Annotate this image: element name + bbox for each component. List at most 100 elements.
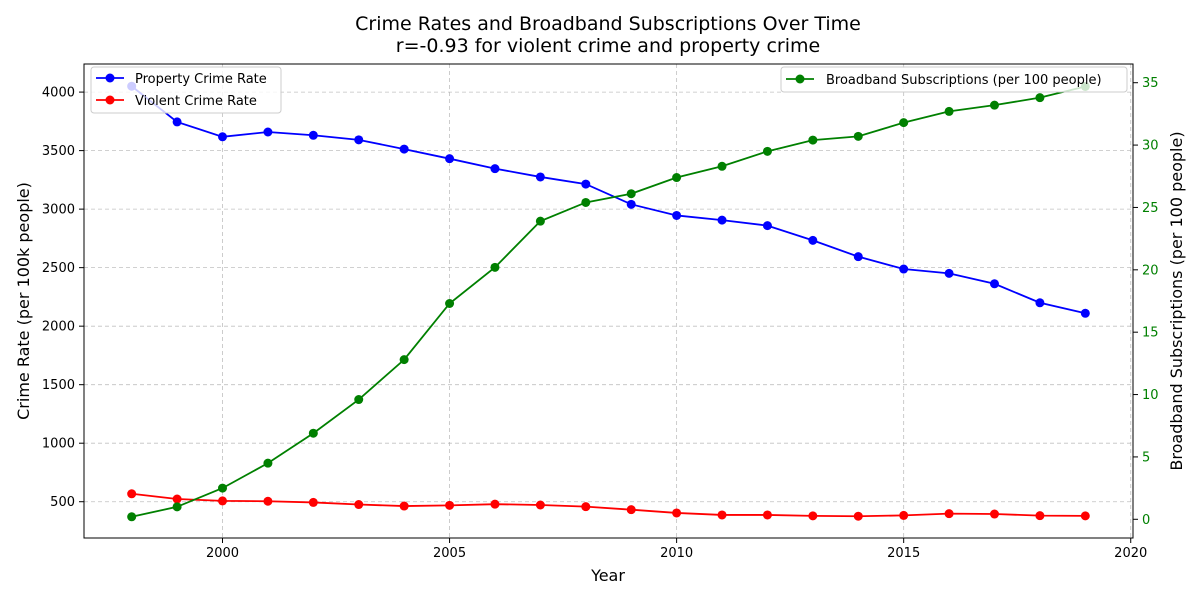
data-point xyxy=(263,127,273,137)
data-point xyxy=(535,500,545,510)
data-point xyxy=(445,154,455,164)
data-point xyxy=(535,172,545,182)
data-point xyxy=(1080,511,1090,521)
data-point xyxy=(218,496,228,506)
series-0 xyxy=(127,81,1090,318)
data-point xyxy=(672,210,682,220)
data-point xyxy=(1035,511,1045,521)
y-tick-label-left: 3500 xyxy=(42,144,75,159)
chart-subtitle: r=-0.93 for violent crime and property c… xyxy=(396,35,820,57)
data-point xyxy=(581,179,591,189)
x-tick-label: 2005 xyxy=(433,546,466,561)
data-point xyxy=(626,199,636,209)
data-point xyxy=(490,164,500,174)
data-point xyxy=(445,298,455,308)
series-line xyxy=(131,492,1086,518)
data-point xyxy=(127,489,137,499)
data-point xyxy=(944,106,954,116)
y-tick-label-left: 2500 xyxy=(42,261,75,276)
x-tick-label: 2010 xyxy=(660,546,693,561)
x-ticks: 2000 2005 2010 2015 2020 xyxy=(206,538,1147,561)
y-tick-label-left: 1500 xyxy=(42,378,75,393)
data-point xyxy=(445,500,455,510)
data-point xyxy=(944,509,954,519)
data-point xyxy=(218,483,228,493)
data-point xyxy=(354,500,364,510)
data-point xyxy=(762,510,772,520)
data-point xyxy=(899,118,909,128)
y-tick-label-right: 25 xyxy=(1142,201,1159,216)
plot-frame xyxy=(83,63,1134,539)
data-point xyxy=(853,131,863,141)
data-point xyxy=(808,135,818,145)
data-point xyxy=(399,355,409,365)
legend-right-box xyxy=(780,66,1128,93)
series-layer xyxy=(127,81,1090,522)
data-point xyxy=(127,512,137,522)
data-point xyxy=(626,505,636,515)
data-point xyxy=(899,510,909,520)
data-point xyxy=(672,508,682,518)
data-point xyxy=(535,216,545,226)
data-point xyxy=(581,197,591,207)
legend-left-box xyxy=(90,66,282,114)
data-point xyxy=(808,511,818,521)
y-tick-label-right: 0 xyxy=(1142,513,1150,528)
data-point xyxy=(899,264,909,274)
data-point xyxy=(490,499,500,509)
data-point xyxy=(762,146,772,156)
data-point xyxy=(172,117,182,127)
data-point xyxy=(762,221,772,231)
y-tick-label-left: 3000 xyxy=(42,203,75,218)
data-point xyxy=(944,268,954,278)
grid xyxy=(84,64,1133,538)
series-1 xyxy=(127,489,1090,521)
data-point xyxy=(989,509,999,519)
data-point xyxy=(1080,308,1090,318)
data-point xyxy=(354,135,364,145)
y-tick-label-right: 5 xyxy=(1142,450,1150,465)
y-tick-label-left: 500 xyxy=(50,495,75,510)
legend-marker-property xyxy=(105,73,115,83)
data-point xyxy=(172,494,182,504)
data-point xyxy=(263,458,273,468)
data-point xyxy=(808,235,818,245)
data-point xyxy=(399,501,409,511)
series-line xyxy=(131,85,1086,315)
data-point xyxy=(172,502,182,512)
data-point xyxy=(308,428,318,438)
data-point xyxy=(989,100,999,110)
legend-left: Property Crime Rate Violent Crime Rate xyxy=(90,66,282,114)
x-tick-label: 2020 xyxy=(1114,546,1147,561)
data-point xyxy=(354,395,364,405)
data-point xyxy=(308,497,318,507)
data-point xyxy=(853,511,863,521)
y-axis-label-right: Broadband Subscriptions (per 100 people) xyxy=(1167,131,1186,470)
legend-label-broadband: Broadband Subscriptions (per 100 people) xyxy=(826,73,1102,88)
data-point xyxy=(1035,298,1045,308)
data-point xyxy=(626,189,636,199)
data-point xyxy=(308,130,318,140)
series-2 xyxy=(127,81,1090,522)
x-tick-label: 2015 xyxy=(887,546,920,561)
x-tick-label: 2000 xyxy=(206,546,239,561)
series-line xyxy=(131,85,1086,518)
data-point xyxy=(717,510,727,520)
y-axis-label-left: Crime Rate (per 100k people) xyxy=(14,182,33,420)
y-tick-label-left: 4000 xyxy=(42,86,75,101)
x-axis-label: Year xyxy=(590,566,625,585)
legend-marker-broadband xyxy=(795,74,805,84)
y-tick-label-left: 2000 xyxy=(42,320,75,335)
y-tick-label-right: 30 xyxy=(1142,139,1159,154)
legend-label-violent: Violent Crime Rate xyxy=(135,94,257,109)
data-point xyxy=(1035,93,1045,103)
data-point xyxy=(672,173,682,183)
data-point xyxy=(717,215,727,225)
data-point xyxy=(399,144,409,154)
y-tick-label-right: 20 xyxy=(1142,263,1159,278)
data-point xyxy=(989,279,999,289)
y-tick-label-right: 10 xyxy=(1142,388,1159,403)
data-point xyxy=(853,252,863,262)
y-tick-label-left: 1000 xyxy=(42,437,75,452)
